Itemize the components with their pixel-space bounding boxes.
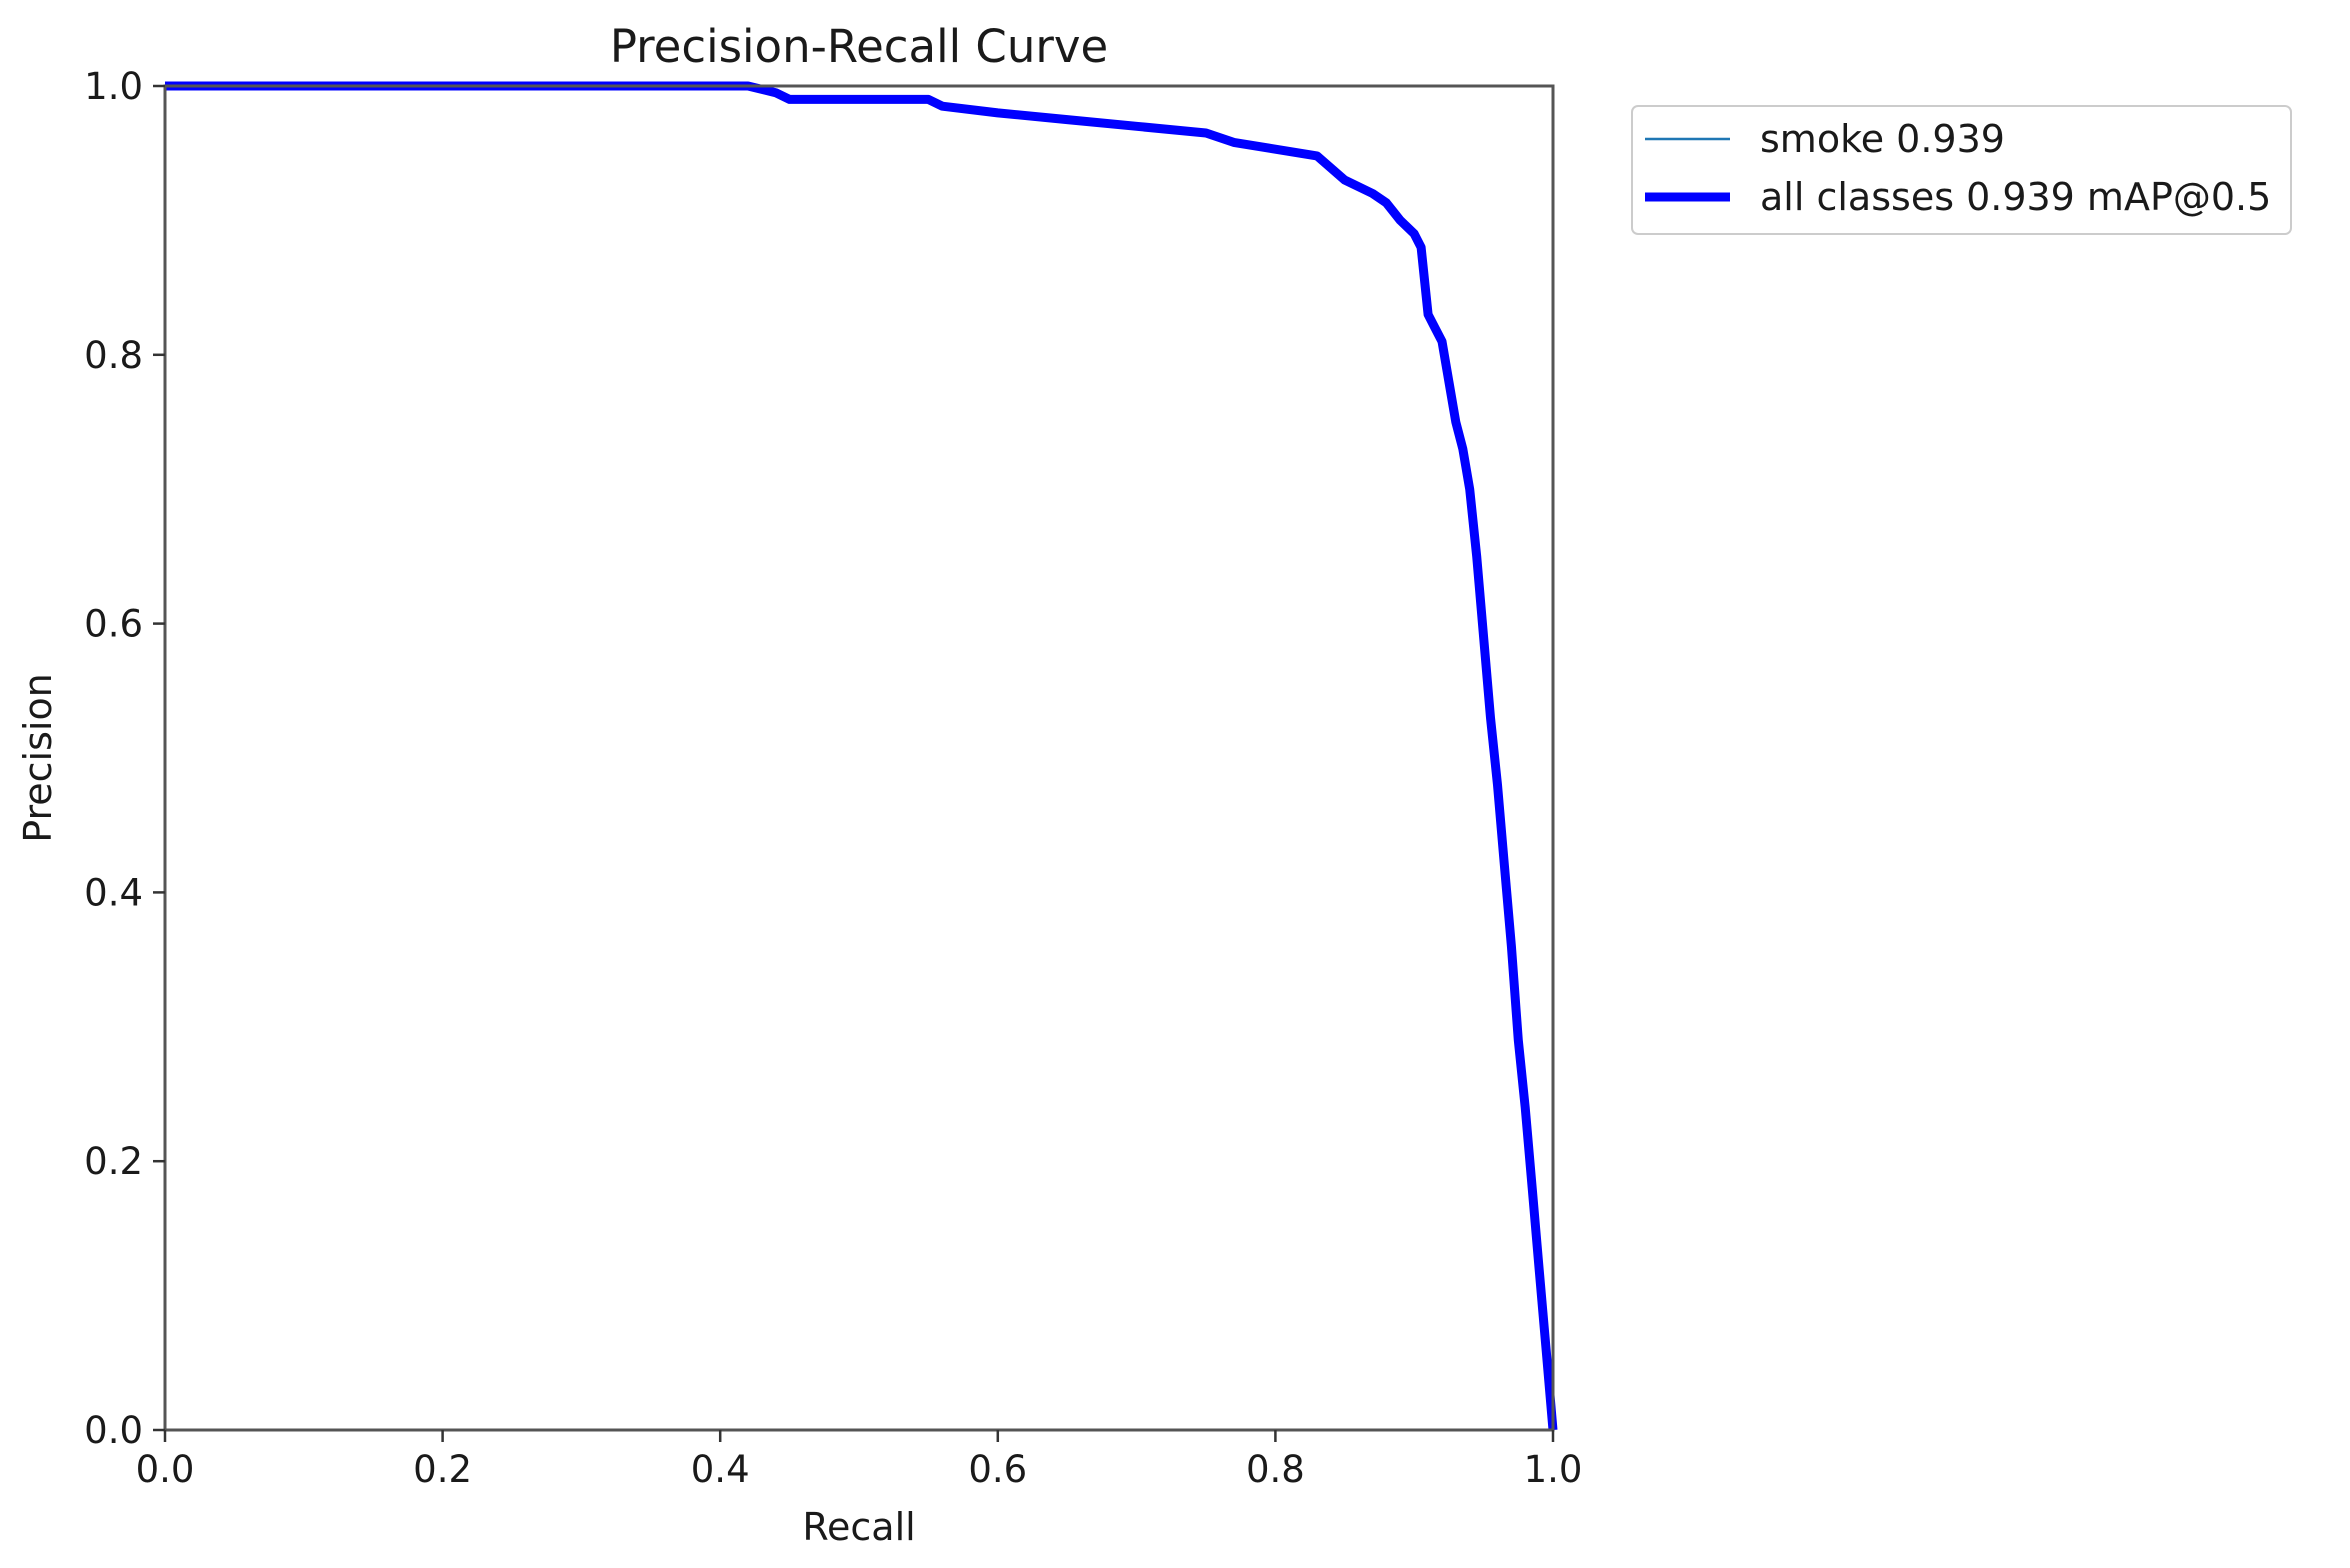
chart-title: Precision-Recall Curve	[610, 20, 1108, 73]
y-tick-label: 1.0	[84, 65, 143, 108]
y-tick-label: 0.2	[84, 1140, 143, 1183]
legend-entry-smoke: smoke 0.939	[1760, 117, 2005, 161]
x-axis-label: Recall	[802, 1505, 915, 1549]
x-axis-ticks: 0.0 0.2 0.4 0.6 0.8 1.0	[136, 1430, 1583, 1491]
x-tick-label: 1.0	[1524, 1448, 1583, 1491]
y-axis-ticks: 0.0 0.2 0.4 0.6 0.8 1.0	[84, 65, 165, 1452]
y-tick-label: 0.4	[84, 871, 143, 914]
x-tick-label: 0.8	[1246, 1448, 1305, 1491]
x-tick-label: 0.6	[968, 1448, 1027, 1491]
y-tick-label: 0.8	[84, 334, 143, 377]
series-line-all-classes	[165, 81, 1558, 1431]
legend-box	[1631, 105, 2292, 235]
plot-area-frame	[163, 84, 1555, 1432]
y-tick-label: 0.6	[84, 603, 143, 646]
x-tick-label: 0.0	[136, 1448, 195, 1491]
y-tick-label: 0.0	[84, 1409, 143, 1452]
y-axis-label: Precision	[16, 673, 60, 843]
curves-layer	[165, 81, 1558, 1431]
legend-entry-all-classes: all classes 0.939 mAP@0.5	[1760, 175, 2271, 219]
x-tick-label: 0.2	[413, 1448, 472, 1491]
x-tick-label: 0.4	[691, 1448, 750, 1491]
legend: smoke 0.939 all classes 0.939 mAP@0.5	[1631, 105, 2292, 235]
